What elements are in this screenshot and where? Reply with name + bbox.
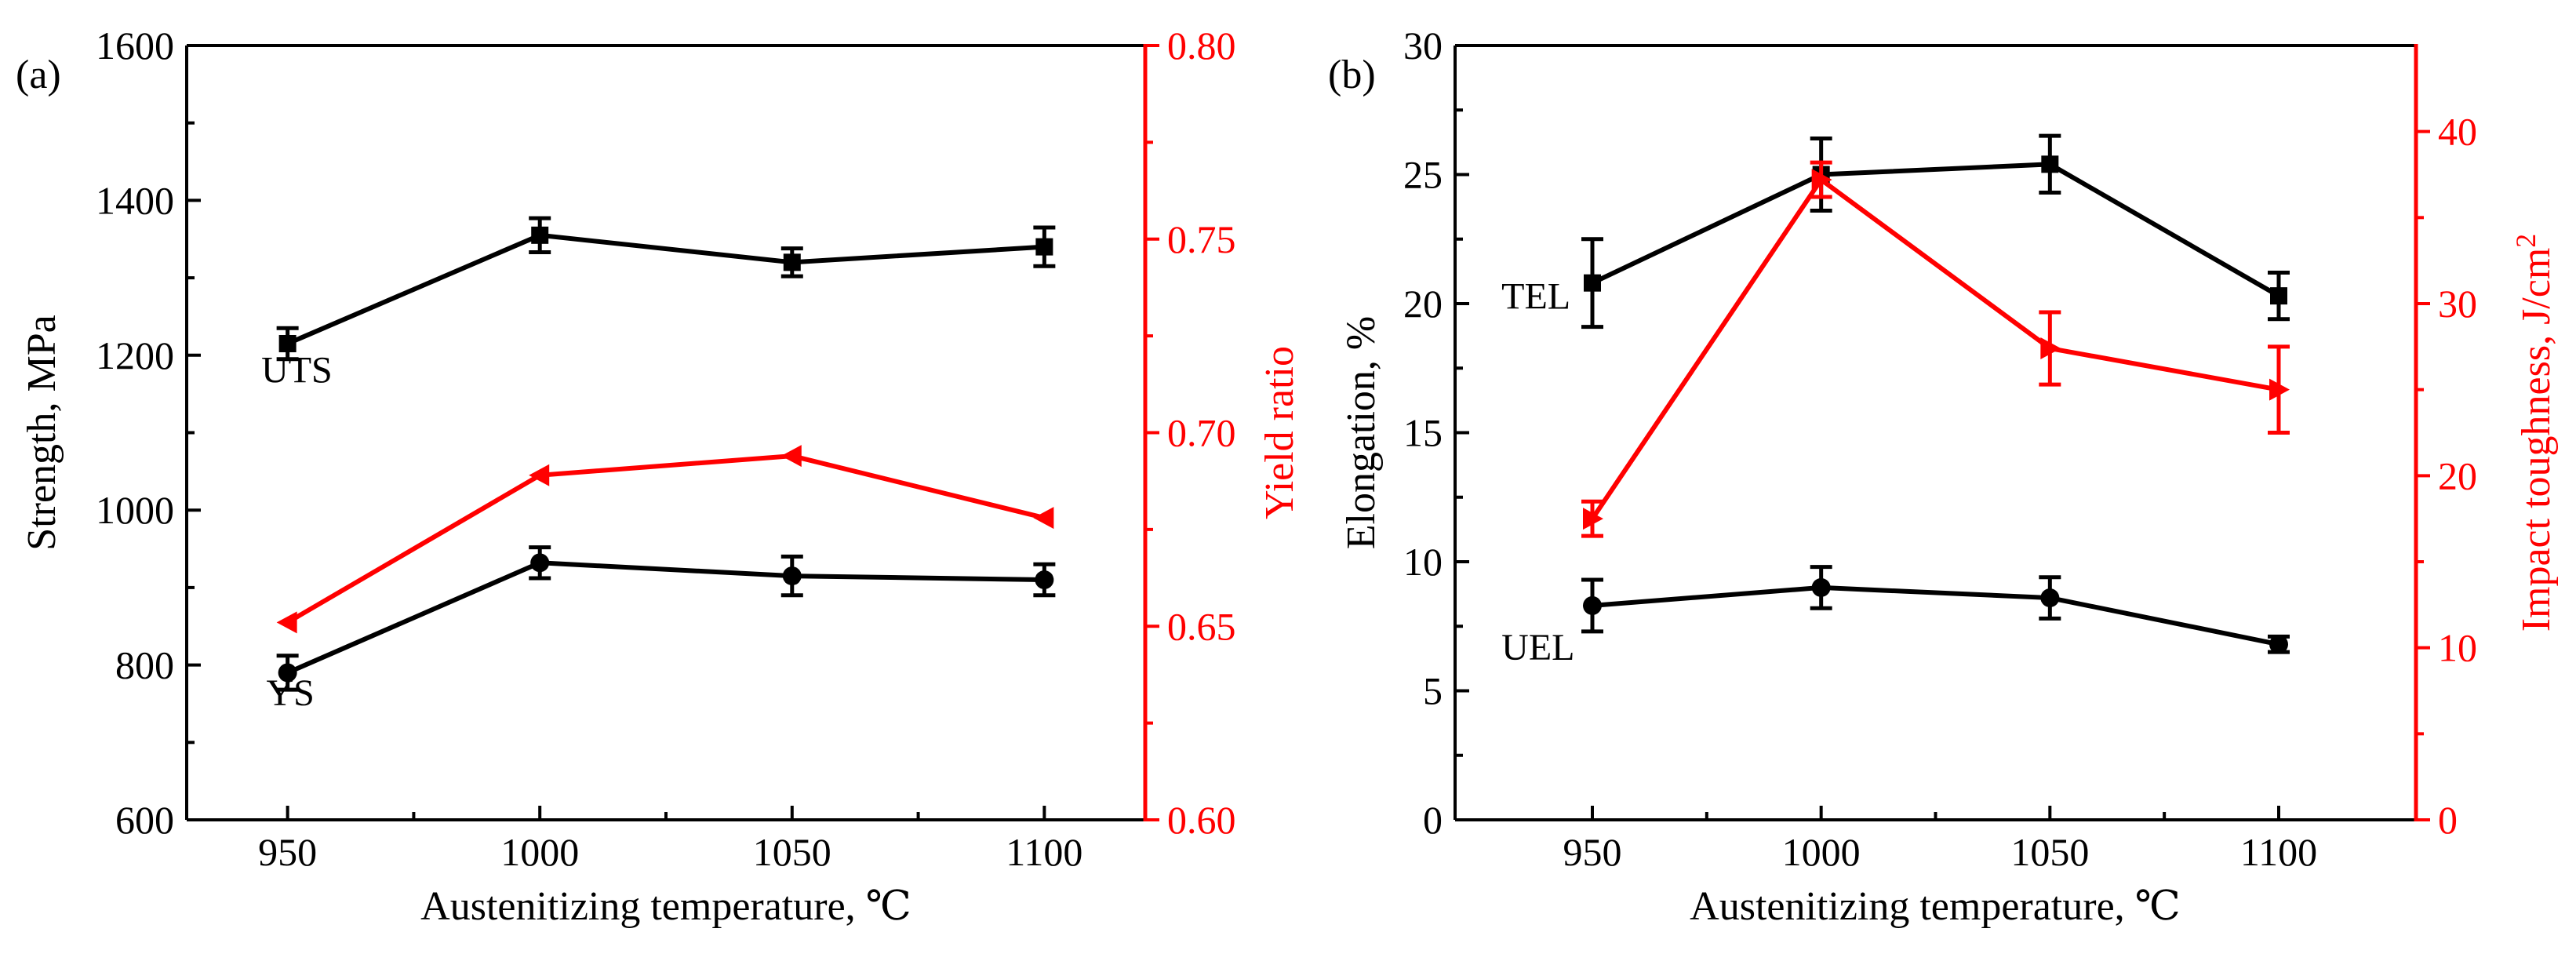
- data-point-square: [531, 226, 549, 244]
- x-tick-label: 1000: [500, 830, 579, 874]
- y-tick-label: 1000: [96, 488, 174, 532]
- data-point-square: [278, 334, 297, 352]
- panel-label: (a): [16, 53, 61, 97]
- data-point-triangle: [2040, 337, 2061, 360]
- series-tel: [1581, 133, 2290, 330]
- y2-axis-title-text: Impact toughness, J/cm: [2514, 248, 2559, 632]
- series-line: [1590, 176, 2279, 520]
- series-annotation: YS: [266, 672, 314, 714]
- data-point-triangle: [2269, 378, 2290, 401]
- x-axis-title: Austenitizing temperature, ℃: [1690, 884, 2181, 929]
- series-line: [286, 560, 1045, 675]
- y2-axis-title: Impact toughness, J/cm2: [2510, 234, 2559, 632]
- y-axis-title: Elongation, %: [1339, 316, 1384, 550]
- y-tick-label: 1200: [96, 333, 174, 377]
- series-line: [1591, 162, 2280, 298]
- data-point-circle: [1035, 570, 1054, 590]
- x-axis-title: Austenitizing temperature, ℃: [420, 884, 911, 929]
- y2-axis-title-superscript: 2: [2510, 234, 2541, 248]
- series-uel: [1581, 565, 2290, 654]
- x-tick-label: 1050: [2010, 830, 2089, 874]
- series-line: [286, 453, 1046, 624]
- series-impact-toughness: [1581, 160, 2290, 538]
- data-point-circle: [782, 566, 802, 586]
- y2-tick-label: 30: [2438, 282, 2477, 326]
- data-point-square: [2041, 155, 2059, 173]
- series-annotation: TEL: [1501, 276, 1570, 318]
- series-ys: [276, 545, 1056, 692]
- y-tick-label: 800: [115, 643, 174, 687]
- data-point-circle: [2269, 635, 2288, 654]
- y2-tick-label: 40: [2438, 110, 2477, 154]
- x-tick-label: 1050: [753, 830, 831, 874]
- y-tick-label: 1400: [96, 178, 174, 222]
- x-tick-label: 1100: [2240, 830, 2317, 874]
- y2-tick-label: 20: [2438, 453, 2477, 497]
- series-annotation: UTS: [261, 349, 333, 391]
- data-point-square: [1584, 274, 1601, 292]
- y-tick-label: 1600: [96, 24, 174, 67]
- y-tick-label: 0: [1423, 798, 1443, 842]
- y2-tick-label: 0.75: [1167, 217, 1236, 261]
- y2-tick-label: 0.70: [1167, 411, 1236, 455]
- y-tick-label: 10: [1403, 540, 1443, 584]
- data-point-triangle: [529, 464, 550, 486]
- data-point-circle: [1811, 577, 1831, 597]
- x-tick-label: 950: [258, 830, 317, 874]
- data-point-triangle: [1033, 507, 1054, 530]
- data-point-circle: [530, 553, 550, 573]
- y2-tick-label: 10: [2438, 626, 2477, 670]
- series-line: [1592, 584, 2279, 647]
- y-tick-label: 25: [1403, 153, 1443, 197]
- panel-label: (b): [1328, 53, 1376, 97]
- data-point-square: [1035, 238, 1053, 256]
- panel-b: 950 1000 1050 1100 0 5 10 15 20 25 30 0 10 20 30 40 Aust…: [1328, 24, 2559, 929]
- y2-axis-title: Yield ratio: [1257, 346, 1302, 519]
- data-point-square: [783, 253, 801, 271]
- series-annotation: UEL: [1501, 627, 1574, 668]
- series-yield-ratio: [276, 445, 1054, 634]
- data-point-triangle: [276, 611, 297, 634]
- y-tick-label: 15: [1403, 411, 1443, 455]
- y2-tick-label: 0.60: [1167, 798, 1236, 842]
- panel-a: 950 1000 1050 1100 600 800 1000 1200 1400 1600 0.6…: [16, 24, 1302, 929]
- data-point-square: [2270, 287, 2287, 305]
- series-uts: [276, 216, 1056, 362]
- x-tick-label: 1100: [1006, 830, 1082, 874]
- data-point-triangle: [1583, 508, 1603, 530]
- y-tick-label: 600: [115, 798, 174, 842]
- y2-tick-label: 0.65: [1167, 604, 1236, 648]
- x-tick-label: 1000: [1782, 830, 1861, 874]
- y-tick-label: 5: [1423, 669, 1443, 713]
- y2-tick-label: 0: [2438, 798, 2458, 842]
- x-tick-label: 950: [1563, 830, 1622, 874]
- y-axis-title: Strength, MPa: [20, 315, 64, 550]
- y2-axis-title-text: Yield ratio: [1257, 346, 1302, 519]
- y-tick-label: 20: [1403, 282, 1443, 326]
- y2-tick-label: 0.80: [1167, 24, 1236, 67]
- data-point-circle: [2040, 588, 2060, 608]
- series-line: [286, 232, 1045, 346]
- data-point-circle: [1583, 595, 1602, 615]
- data-point-circle: [278, 663, 297, 683]
- data-point-triangle: [1811, 169, 1832, 191]
- data-point-triangle: [780, 445, 802, 468]
- y-tick-label: 30: [1403, 24, 1443, 67]
